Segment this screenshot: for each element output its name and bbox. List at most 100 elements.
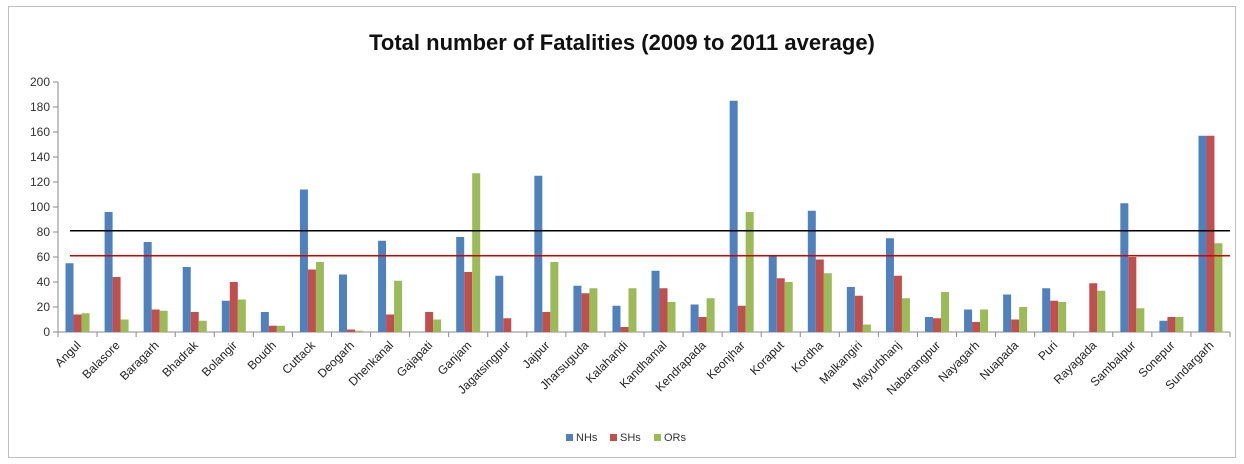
y-tick-label: 80 xyxy=(37,225,51,239)
bar-nhs xyxy=(299,189,308,332)
bar-ors xyxy=(862,324,871,332)
x-tick-label: Kordha xyxy=(789,338,826,375)
bar-ors xyxy=(823,273,832,332)
bar-shs xyxy=(1089,283,1098,332)
x-tick-label: Boudh xyxy=(245,338,279,372)
bar-nhs xyxy=(104,212,113,332)
bar-shs xyxy=(1011,319,1020,332)
bar-nhs xyxy=(651,270,660,332)
bar-shs xyxy=(268,325,277,332)
bar-shs xyxy=(151,309,160,332)
x-tick-label: Keonjhar xyxy=(704,338,748,382)
bar-shs xyxy=(1128,257,1137,332)
y-tick-label: 120 xyxy=(30,175,50,189)
bar-nhs xyxy=(612,305,621,332)
legend-label-shs: SHs xyxy=(620,432,641,444)
y-tick-label: 60 xyxy=(37,250,51,264)
bar-shs xyxy=(347,329,355,332)
bar-shs xyxy=(190,312,199,332)
bar-shs xyxy=(386,314,395,332)
legend-swatch-ors xyxy=(654,434,661,441)
x-tick-label: Nuapada xyxy=(977,338,1022,383)
bar-ors xyxy=(433,319,442,332)
bar-ors xyxy=(1058,302,1067,332)
bar-ors xyxy=(784,282,793,332)
bar-shs xyxy=(1167,317,1176,332)
bar-nhs xyxy=(65,263,74,332)
bar-ors xyxy=(745,212,754,332)
bar-ors xyxy=(159,310,168,332)
bar-nhs xyxy=(573,285,582,332)
bar-nhs xyxy=(768,255,777,332)
bar-nhs xyxy=(456,237,465,332)
bar-ors xyxy=(198,320,207,332)
legend-label-ors: ORs xyxy=(664,432,687,444)
bar-shs xyxy=(776,278,785,332)
x-tick-label: Cuttack xyxy=(279,338,318,377)
x-tick-label: Balasore xyxy=(79,338,123,382)
bar-ors xyxy=(355,330,363,332)
y-tick-label: 100 xyxy=(30,200,50,214)
bar-shs xyxy=(893,275,902,332)
bar-shs xyxy=(854,295,863,332)
bar-ors xyxy=(1136,308,1145,332)
bar-nhs xyxy=(182,267,191,332)
bar-ors xyxy=(667,302,676,332)
bar-nhs xyxy=(534,175,543,332)
bar-nhs xyxy=(1003,294,1012,332)
bar-shs xyxy=(229,282,238,332)
bar-ors xyxy=(589,288,598,332)
bar-ors xyxy=(81,313,90,332)
bar-nhs xyxy=(221,300,230,332)
bar-ors xyxy=(1175,317,1184,332)
bar-shs xyxy=(933,318,941,332)
chart-title: Total number of Fatalities (2009 to 2011… xyxy=(369,30,875,55)
x-tick-label: Angul xyxy=(52,338,84,370)
bar-ors xyxy=(120,319,129,332)
bar-nhs xyxy=(729,100,738,332)
legend-swatch-nhs xyxy=(566,434,573,441)
bar-shs xyxy=(307,269,316,332)
bar-shs xyxy=(972,322,981,332)
bar-ors xyxy=(394,280,403,332)
x-tick-label: Koraput xyxy=(747,338,787,378)
bar-shs xyxy=(581,293,590,332)
y-tick-label: 40 xyxy=(37,275,51,289)
bar-ors xyxy=(941,292,949,332)
bar-ors xyxy=(901,298,910,332)
bar-nhs xyxy=(339,274,347,332)
bar-nhs xyxy=(143,242,152,332)
bar-nhs xyxy=(807,210,816,332)
bar-shs xyxy=(542,312,551,332)
x-tick-label: Puri xyxy=(1035,338,1060,363)
bar-shs xyxy=(698,317,707,332)
y-tick-label: 20 xyxy=(37,300,51,314)
y-tick-label: 180 xyxy=(30,100,50,114)
bar-ors xyxy=(276,325,285,332)
chart-frame xyxy=(8,6,1236,458)
bar-shs xyxy=(73,314,82,332)
bar-nhs xyxy=(964,309,973,332)
bar-shs xyxy=(815,259,824,332)
x-tick-label: Nayagarh xyxy=(935,338,982,385)
bar-ors xyxy=(706,298,715,332)
y-tick-label: 160 xyxy=(30,125,50,139)
bar-shs xyxy=(464,272,473,332)
bar-ors xyxy=(472,173,481,332)
bar-nhs xyxy=(1159,320,1168,332)
x-tick-label: Bolangir xyxy=(199,338,240,379)
bar-nhs xyxy=(846,287,855,332)
bar-ors xyxy=(1097,290,1106,332)
bar-ors xyxy=(980,309,989,332)
bar-shs xyxy=(737,305,746,332)
bar-shs xyxy=(425,312,434,332)
x-tick-label: Ganjam xyxy=(435,338,475,378)
bar-shs xyxy=(1050,300,1059,332)
bar-nhs xyxy=(885,238,894,332)
bar-ors xyxy=(315,262,324,332)
bar-nhs xyxy=(1198,135,1207,332)
bar-nhs xyxy=(1120,203,1129,332)
bar-ors xyxy=(550,262,559,332)
bar-nhs xyxy=(690,304,699,332)
